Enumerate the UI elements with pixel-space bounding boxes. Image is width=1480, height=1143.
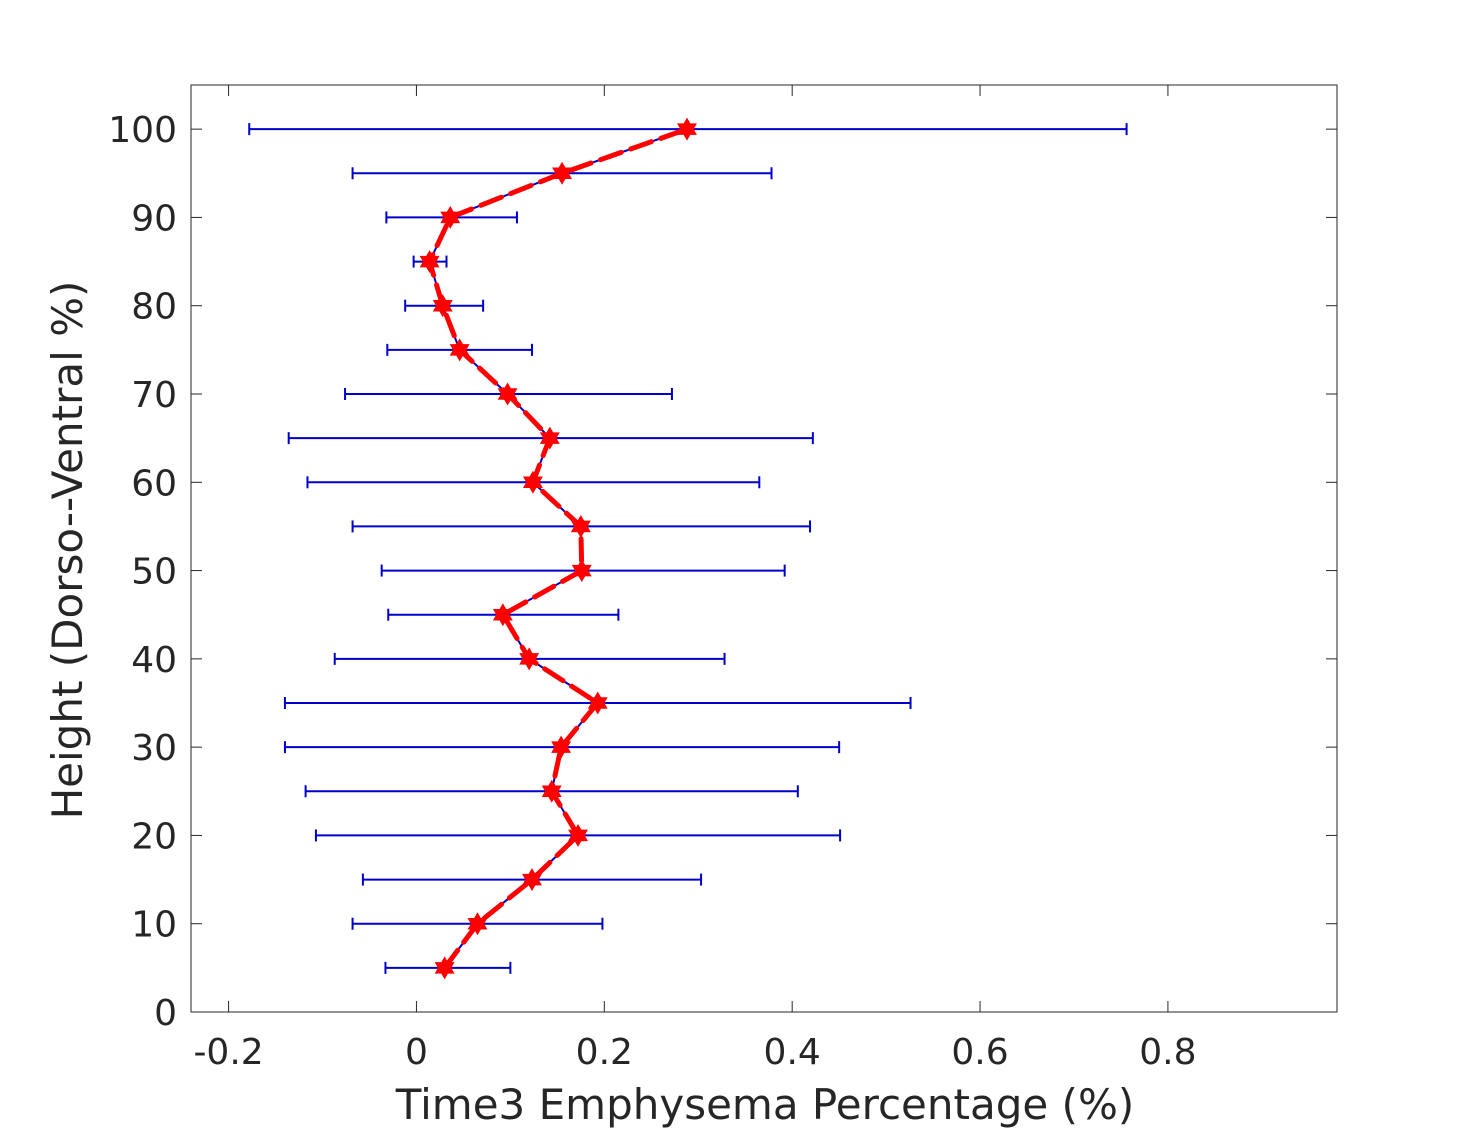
y-tick-label: 80 <box>131 287 177 328</box>
plot-background <box>191 85 1337 1012</box>
y-tick-label: 40 <box>131 640 177 681</box>
x-tick-label: 0.2 <box>576 1032 633 1073</box>
data-point-marker <box>419 250 440 274</box>
data-point-marker <box>467 912 488 936</box>
data-point-marker <box>551 735 572 759</box>
error-bar-series <box>248 117 1128 980</box>
y-tick-label: 0 <box>154 993 177 1034</box>
data-point-marker <box>539 426 560 450</box>
y-tick-label: 70 <box>131 375 177 416</box>
data-point-marker <box>541 779 562 803</box>
x-tick-label: 0.6 <box>951 1032 1008 1073</box>
data-point-marker <box>522 470 543 494</box>
data-point-marker <box>492 603 513 627</box>
x-axis-ticks: -0.2 0 0.2 0.4 0.6 0.8 <box>193 85 1197 1073</box>
x-tick-label: -0.2 <box>193 1032 263 1073</box>
data-point-marker <box>434 956 455 980</box>
data-point-marker <box>497 382 518 406</box>
x-tick-label: 0.4 <box>764 1032 821 1073</box>
x-tick-label: 0 <box>405 1032 428 1073</box>
y-tick-label: 90 <box>131 198 177 239</box>
y-tick-label: 50 <box>131 552 177 593</box>
data-point-marker <box>587 691 608 715</box>
y-tick-label: 10 <box>131 905 177 946</box>
y-axis-ticks: 0 10 20 30 40 50 60 70 80 90 100 <box>108 110 1337 1034</box>
data-point-marker <box>522 868 542 892</box>
data-point-marker <box>440 205 461 229</box>
y-axis-label: Height (Dorso--Ventral %) <box>43 281 92 820</box>
x-tick-label: 0.8 <box>1139 1032 1196 1073</box>
data-point-marker <box>449 338 470 362</box>
data-point-marker <box>570 514 591 538</box>
data-point-marker <box>519 647 540 671</box>
y-tick-label: 30 <box>131 728 177 769</box>
data-point-marker <box>677 117 697 141</box>
x-axis-label: Time3 Emphysema Percentage (%) <box>395 1080 1134 1129</box>
axes-box <box>190 84 1338 1013</box>
y-tick-label: 20 <box>131 816 177 857</box>
data-point-marker <box>432 294 453 318</box>
y-tick-label: 100 <box>108 110 177 151</box>
axes-frame <box>190 84 1338 1013</box>
data-point-marker <box>552 161 572 185</box>
data-point-marker <box>568 823 588 847</box>
data-point-marker <box>571 559 592 583</box>
plot-area <box>191 85 1337 1012</box>
y-tick-label: 60 <box>131 463 177 504</box>
